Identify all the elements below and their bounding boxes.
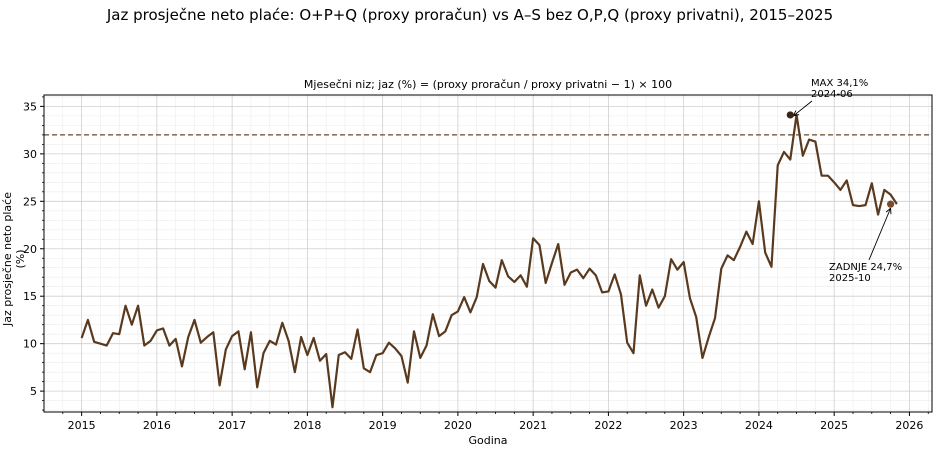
y-tick-label: 15 — [23, 290, 37, 303]
last-arrow — [868, 207, 892, 261]
last-arrow-head — [885, 207, 892, 215]
x-tick-label: 2017 — [218, 419, 246, 432]
max-annotation-date: 2024-06 — [811, 89, 853, 100]
y-tick-label: 5 — [30, 385, 37, 398]
x-tick-label: 2021 — [519, 419, 547, 432]
plot-frame — [43, 94, 933, 413]
x-tick-label: 2025 — [820, 419, 848, 432]
max-marker — [786, 111, 794, 119]
y-tick-label: 25 — [23, 195, 37, 208]
last-annotation-date: 2025-10 — [829, 273, 871, 284]
minor-grid — [44, 95, 932, 412]
last-annotation: ZADNJE 24,7% 2025-10 — [829, 262, 902, 284]
x-tick-label: 2024 — [745, 419, 773, 432]
x-tick-label: 2016 — [143, 419, 171, 432]
y-tick-label: 35 — [23, 100, 37, 113]
last-annotation-value: ZADNJE 24,7% — [829, 262, 903, 273]
chart-subtitle: Mjesečni niz; jaz (%) = (proxy proračun … — [303, 78, 673, 91]
last-marker — [887, 200, 895, 208]
annotation-markers — [786, 111, 895, 208]
y-tick-label: 10 — [23, 338, 37, 351]
y-tick-label: 30 — [23, 148, 37, 161]
x-tick-label: 2018 — [293, 419, 321, 432]
x-tick-label: 2015 — [68, 419, 96, 432]
x-tick-label: 2022 — [594, 419, 622, 432]
max-annotation: MAX 34,1% 2024-06 — [811, 78, 868, 100]
major-grid — [44, 95, 932, 412]
chart-title: Jaz prosječne neto plaće: O+P+Q (proxy p… — [106, 6, 834, 24]
x-tick-label: 2023 — [670, 419, 698, 432]
x-tick-label: 2020 — [444, 419, 472, 432]
x-axis: 2015 2016 2017 2018 2019 2020 2021 2022 2023 2024… — [62, 412, 929, 432]
y-tick-label: 20 — [23, 243, 37, 256]
x-tick-label: 2026 — [895, 419, 923, 432]
x-tick-label: 2019 — [369, 419, 397, 432]
max-annotation-value: MAX 34,1% — [811, 78, 869, 89]
y-axis: 5 10 15 20 25 30 35 — [23, 96, 44, 411]
annotation-arrows — [792, 100, 892, 261]
max-arrow — [793, 100, 813, 117]
y-axis-label: Jaz prosječne neto plaće (%) — [1, 192, 27, 326]
series-line — [80, 113, 898, 409]
x-axis-label: Godina — [468, 434, 508, 447]
